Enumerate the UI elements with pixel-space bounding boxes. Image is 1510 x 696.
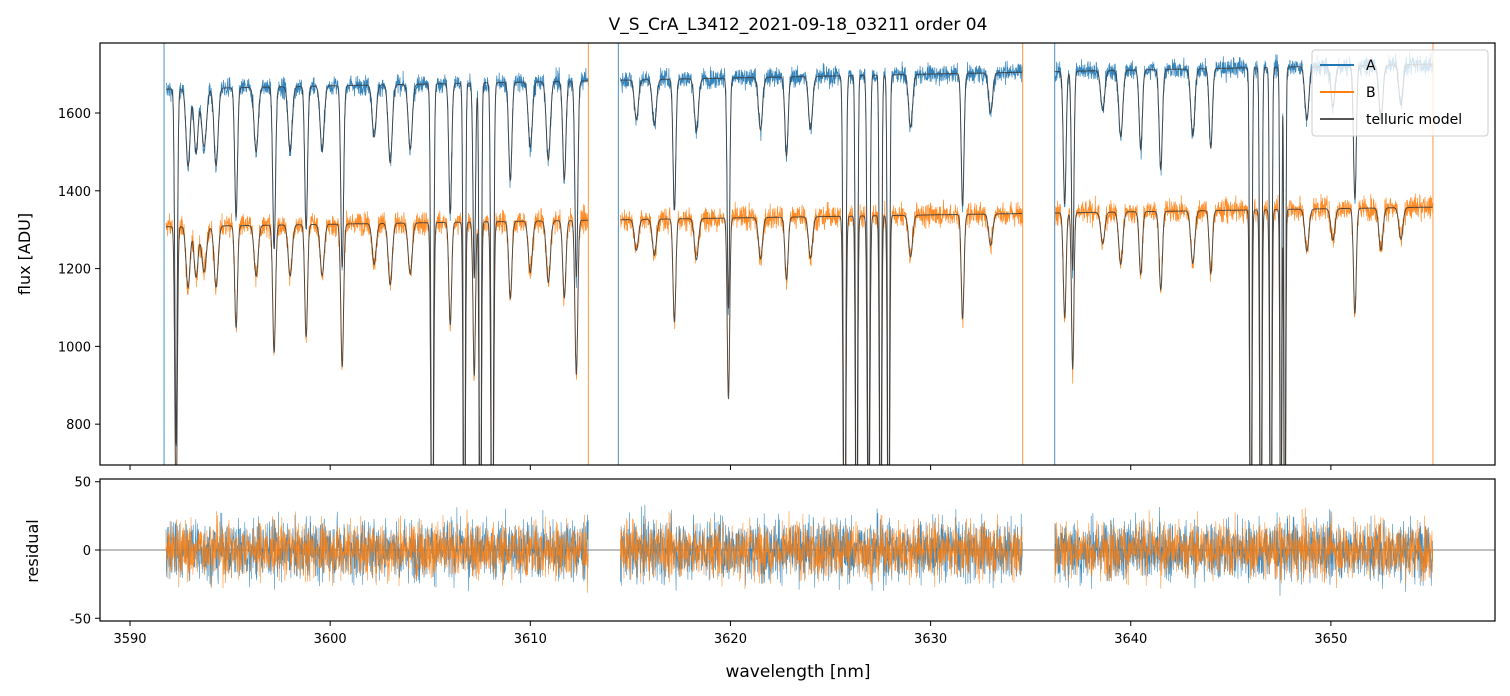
flux-y-tick-label: 1400 [58,185,91,200]
x-tick-label: 3610 [514,632,547,647]
residual-axes: 3590 3600 3610 3620 3630 3640 3650 -50 0 50 [70,476,1348,647]
legend-label-b: B [1366,85,1376,101]
legend: A B telluric model [1311,49,1489,137]
chart-title: V_S_CrA_L3412_2021-09-18_03211 order 04 [609,15,988,35]
flux-panel-frame [99,42,1496,466]
residual-y-tick-label: 50 [74,476,91,491]
x-tick-label: 3600 [314,632,347,647]
flux-axes: 800 1000 1200 1400 1600 [58,107,1332,470]
series-b-residual-line [165,507,1433,593]
flux-panel: 800 1000 1200 1400 1600 flux [ADU] A B tellu… [15,42,1496,470]
legend-label-telluric-model: telluric model [1366,112,1462,128]
residual-panel: 3590 3600 3610 3620 3630 3640 3650 -50 0 50 resid… [23,476,1496,682]
x-tick-label: 3620 [714,632,747,647]
flux-y-tick-label: 1200 [58,263,91,278]
x-axis-label: wavelength [nm] [725,662,870,682]
residual-plot-area [100,504,1495,596]
residual-y-tick-label: -50 [70,612,91,627]
residual-y-tick-label: 0 [83,544,91,559]
x-tick-label: 3650 [1314,632,1347,647]
telluric-model-line-b [166,206,1433,465]
legend-label-a: A [1366,58,1376,74]
flux-y-tick-label: 1000 [58,340,91,355]
x-tick-label: 3590 [113,632,146,647]
x-tick-label: 3630 [914,632,947,647]
flux-y-tick-label: 800 [66,418,91,433]
flux-y-axis-label: flux [ADU] [15,213,34,295]
residual-y-axis-label: residual [23,519,42,582]
flux-y-tick-label: 1600 [58,107,91,122]
flux-plot-area [163,43,1434,465]
x-tick-label: 3640 [1114,632,1147,647]
series-b-flux-line [165,193,1434,465]
legend-box [1311,49,1489,137]
